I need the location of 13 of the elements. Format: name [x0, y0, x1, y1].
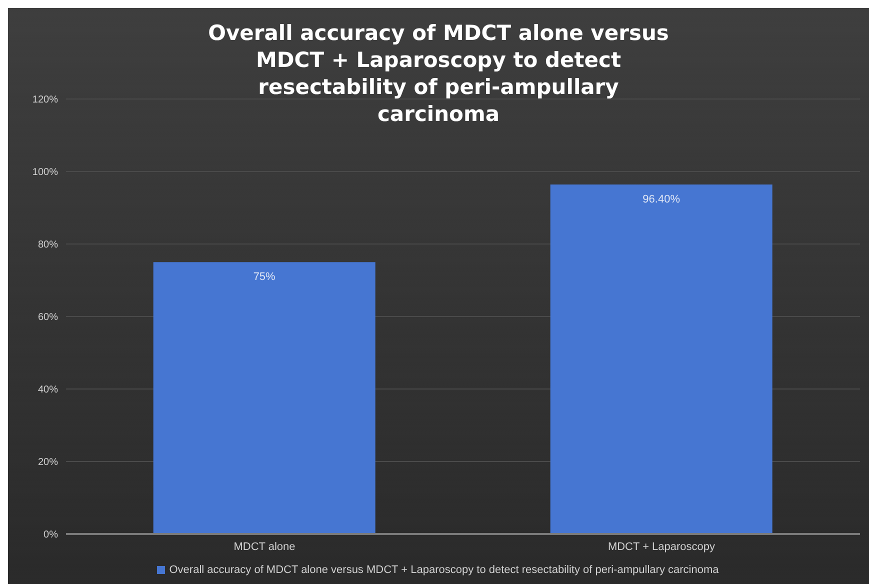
y-tick-label: 20%: [38, 457, 58, 468]
data-label: 75%: [253, 271, 276, 284]
y-tick-label: 40%: [38, 384, 58, 396]
chart-title: Overall accuracy of MDCT alone versus MDCT + Laparoscopy to detect resectability of peri-ampullary carcinoma: [208, 20, 669, 128]
y-tick-label: 120%: [32, 94, 58, 106]
y-tick-label: 0%: [44, 530, 58, 541]
x-tick-label: MDCT alone: [234, 540, 296, 553]
y-tick-label: 80%: [38, 240, 58, 251]
y-tick-label: 60%: [38, 312, 58, 324]
x-tick-label: MDCT + Laparoscopy: [608, 540, 716, 553]
y-tick-label: 100%: [32, 167, 58, 178]
legend-label: Overall accuracy of MDCT alone versus MDCT + Laparoscopy to detect resectability of peri-ampullary carcinoma: [168, 564, 719, 576]
data-label: 96.40%: [642, 194, 680, 206]
